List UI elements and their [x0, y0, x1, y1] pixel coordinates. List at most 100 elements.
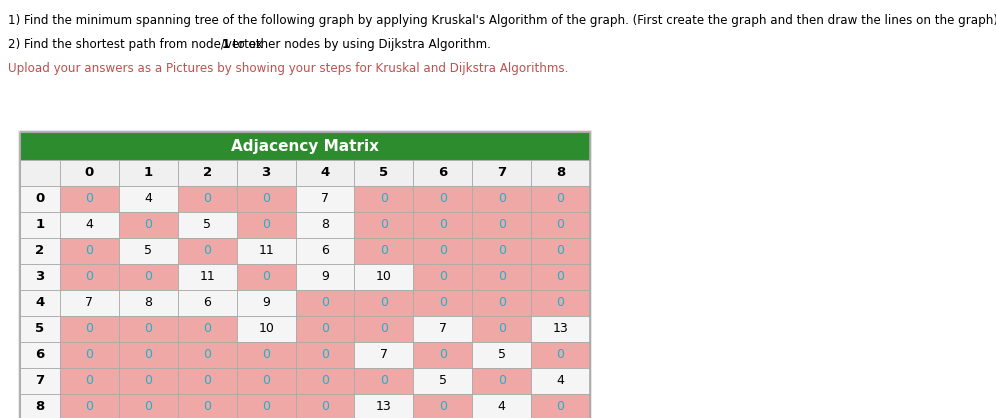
Bar [60, 290, 119, 316]
Text: 0: 0 [262, 270, 270, 283]
Bar [531, 238, 590, 264]
Bar [472, 212, 531, 238]
Bar [60, 394, 119, 418]
Bar [296, 186, 355, 212]
Bar [177, 394, 237, 418]
Text: 5: 5 [36, 323, 45, 336]
Text: 0: 0 [321, 349, 329, 362]
Bar [355, 290, 413, 316]
Bar [355, 342, 413, 368]
Text: 6: 6 [36, 349, 45, 362]
Bar [472, 316, 531, 342]
Bar [355, 160, 413, 186]
Text: 5: 5 [144, 245, 152, 257]
Bar [531, 368, 590, 394]
Text: 0: 0 [439, 270, 447, 283]
Bar [531, 264, 590, 290]
Bar [472, 238, 531, 264]
Text: 11: 11 [258, 245, 274, 257]
Bar [60, 212, 119, 238]
Bar [20, 368, 60, 394]
Text: 4: 4 [321, 166, 330, 179]
Text: 0: 0 [144, 270, 152, 283]
Text: 6: 6 [203, 296, 211, 309]
Bar [177, 186, 237, 212]
Text: 0: 0 [557, 270, 565, 283]
Bar [355, 186, 413, 212]
Bar [531, 316, 590, 342]
Text: 2) Find the shortest path from node/vertex: 2) Find the shortest path from node/vert… [8, 38, 267, 51]
Text: 0: 0 [86, 400, 94, 413]
Text: 0: 0 [262, 219, 270, 232]
Text: 9: 9 [262, 296, 270, 309]
Bar [355, 394, 413, 418]
Text: 2: 2 [202, 166, 212, 179]
Bar [119, 212, 177, 238]
Text: 0: 0 [86, 270, 94, 283]
Bar [296, 264, 355, 290]
Text: 0: 0 [498, 375, 506, 387]
Text: 0: 0 [321, 323, 329, 336]
Text: 8: 8 [144, 296, 152, 309]
Text: 5: 5 [203, 219, 211, 232]
Text: 7: 7 [439, 323, 447, 336]
Text: 0: 0 [86, 245, 94, 257]
Bar [119, 160, 177, 186]
Bar [237, 186, 296, 212]
Text: 0: 0 [262, 193, 270, 206]
Bar [60, 186, 119, 212]
Text: 0: 0 [85, 166, 94, 179]
Bar [119, 394, 177, 418]
Bar [237, 290, 296, 316]
Bar [413, 368, 472, 394]
Bar [296, 342, 355, 368]
Text: 0: 0 [86, 323, 94, 336]
Bar [413, 316, 472, 342]
Text: 11: 11 [199, 270, 215, 283]
Text: 4: 4 [86, 219, 94, 232]
Text: 1: 1 [36, 219, 45, 232]
Bar [237, 394, 296, 418]
Bar [413, 342, 472, 368]
Bar [20, 132, 590, 160]
Bar [60, 160, 119, 186]
Text: 0: 0 [321, 296, 329, 309]
Bar [296, 238, 355, 264]
Bar [355, 316, 413, 342]
Bar [177, 264, 237, 290]
Text: 4: 4 [498, 400, 506, 413]
Text: 0: 0 [144, 400, 152, 413]
Bar [472, 368, 531, 394]
Text: 0: 0 [557, 193, 565, 206]
Bar [296, 368, 355, 394]
Text: 0: 0 [262, 375, 270, 387]
Text: 13: 13 [553, 323, 569, 336]
Text: 9: 9 [321, 270, 329, 283]
Text: 1) Find the minimum spanning tree of the following graph by applying Kruskal's A: 1) Find the minimum spanning tree of the… [8, 14, 996, 27]
Text: 0: 0 [203, 375, 211, 387]
Bar [20, 160, 60, 186]
Text: 0: 0 [86, 349, 94, 362]
Bar [20, 316, 60, 342]
Bar [355, 212, 413, 238]
Text: 0: 0 [321, 375, 329, 387]
Text: 3: 3 [262, 166, 271, 179]
Bar [237, 264, 296, 290]
Bar [237, 212, 296, 238]
Bar [119, 186, 177, 212]
Bar [531, 290, 590, 316]
Text: 0: 0 [321, 400, 329, 413]
Text: 6: 6 [321, 245, 329, 257]
Text: 5: 5 [379, 166, 388, 179]
Bar [119, 290, 177, 316]
Text: 1: 1 [143, 166, 153, 179]
Text: 7: 7 [321, 193, 329, 206]
Text: 10: 10 [375, 270, 391, 283]
Bar [472, 264, 531, 290]
Text: 0: 0 [144, 219, 152, 232]
Text: Upload your answers as a Pictures by showing your steps for Kruskal and Dijkstra: Upload your answers as a Pictures by sho… [8, 62, 569, 75]
Text: 0: 0 [262, 349, 270, 362]
Bar [60, 238, 119, 264]
Text: 8: 8 [36, 400, 45, 413]
Text: 0: 0 [203, 349, 211, 362]
